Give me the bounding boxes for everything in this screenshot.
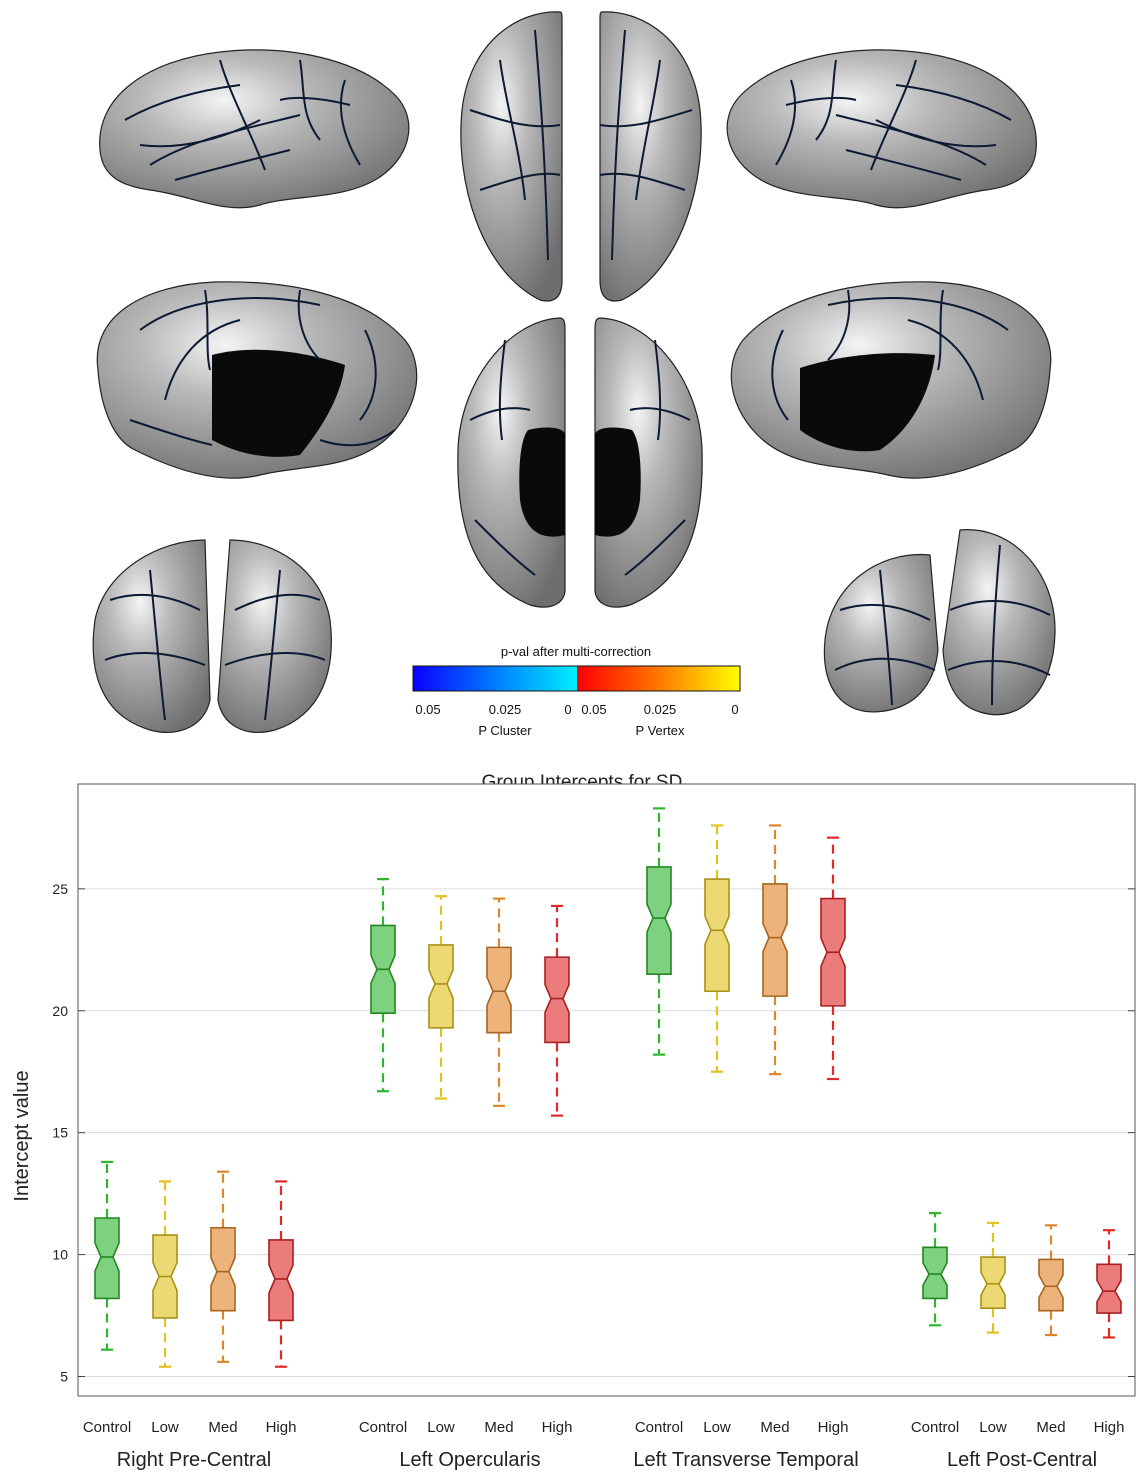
y-tick-label: 25 — [52, 881, 68, 897]
box-high — [268, 1239, 294, 1322]
colorbar-vertex-label: P Vertex — [636, 723, 685, 738]
colorbar-vertex-gradient — [577, 666, 740, 691]
colorbar: p-val after multi-correction 0.05 0.025 … — [412, 644, 741, 738]
region-label: Left Post-Central — [947, 1449, 1097, 1471]
y-axis-label: Intercept value — [11, 1070, 33, 1201]
y-tick-label: 15 — [52, 1125, 68, 1141]
x-group-label: Control — [83, 1419, 131, 1436]
plot-frame — [77, 783, 1136, 1397]
x-group-label: High — [266, 1419, 297, 1436]
colorbar-cluster-tick-0: 0.05 — [415, 702, 440, 717]
y-tick-label: 10 — [52, 1247, 68, 1263]
box-control — [94, 1217, 120, 1300]
brain-ventral-view — [457, 317, 703, 608]
brain-right-lateral-view — [726, 49, 1037, 209]
box-med — [1038, 1258, 1064, 1312]
x-group-label: Med — [208, 1419, 237, 1436]
box-low — [980, 1256, 1006, 1310]
brain-left-medial-view — [96, 281, 418, 479]
colorbar-vertex-tick-2: 0 — [731, 702, 738, 717]
x-group-label: High — [1094, 1419, 1125, 1436]
box-med — [762, 883, 788, 997]
x-group-label: Med — [1036, 1419, 1065, 1436]
box-low — [428, 944, 454, 1029]
x-group-label: Control — [911, 1419, 959, 1436]
brain-left-lateral-view — [99, 49, 410, 209]
colorbar-cluster-tick-2: 0 — [564, 702, 571, 717]
x-group-label: Med — [760, 1419, 789, 1436]
box-low — [704, 878, 730, 993]
y-tick-label: 5 — [60, 1368, 68, 1384]
colorbar-cluster-label: P Cluster — [478, 723, 532, 738]
box-med — [486, 946, 512, 1034]
plot-area: 5 10 15 20 25 Control Low Med High Right Pre-Cent… — [52, 783, 1136, 1471]
x-group-label: High — [818, 1419, 849, 1436]
boxplot-chart: Group Intercepts for SD Intercept value … — [11, 772, 1136, 1471]
brain-anterior-view-right — [823, 529, 1056, 716]
x-group-label: Low — [427, 1419, 455, 1436]
region-label: Left Opercularis — [399, 1449, 540, 1471]
colorbar-cluster-tick-1: 0.025 — [489, 702, 522, 717]
colorbar-cluster-gradient — [413, 666, 577, 691]
colorbar-vertex-tick-0: 0.05 — [581, 702, 606, 717]
x-group-label: High — [542, 1419, 573, 1436]
brain-right-medial-view — [730, 281, 1052, 479]
x-group-label: Control — [359, 1419, 407, 1436]
box-med — [210, 1226, 236, 1312]
x-group-label: Low — [151, 1419, 179, 1436]
box-high — [1096, 1263, 1122, 1314]
colorbar-title: p-val after multi-correction — [501, 644, 651, 659]
x-group-label: Low — [979, 1419, 1007, 1436]
brain-surface-panel: p-val after multi-correction 0.05 0.025 … — [92, 11, 1056, 738]
region-label: Right Pre-Central — [117, 1449, 272, 1471]
brain-dorsal-view — [460, 11, 702, 302]
box-control — [922, 1246, 948, 1300]
box-control — [646, 866, 672, 975]
x-group-label: Low — [703, 1419, 731, 1436]
x-group-label: Med — [484, 1419, 513, 1436]
y-tick-label: 20 — [52, 1003, 68, 1019]
x-group-label: Control — [635, 1419, 683, 1436]
region-label: Left Transverse Temporal — [633, 1449, 858, 1471]
box-high — [544, 956, 570, 1044]
brain-posterior-view-left — [92, 539, 332, 733]
colorbar-vertex-tick-1: 0.025 — [644, 702, 677, 717]
